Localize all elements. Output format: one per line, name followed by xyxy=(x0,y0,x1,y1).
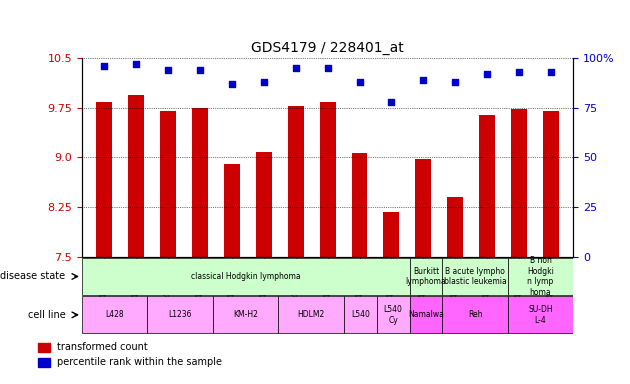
Point xyxy=(418,76,428,83)
FancyBboxPatch shape xyxy=(410,258,442,295)
FancyBboxPatch shape xyxy=(508,296,573,333)
Bar xyxy=(384,212,399,257)
Bar xyxy=(256,152,272,257)
Bar xyxy=(543,111,559,257)
FancyBboxPatch shape xyxy=(82,258,410,295)
Point xyxy=(482,71,492,77)
Text: HDLM2: HDLM2 xyxy=(297,310,325,319)
FancyBboxPatch shape xyxy=(442,258,508,295)
FancyBboxPatch shape xyxy=(147,296,213,333)
Text: Reh: Reh xyxy=(467,310,483,319)
Point xyxy=(227,81,237,87)
Text: KM-H2: KM-H2 xyxy=(233,310,258,319)
Bar xyxy=(479,115,495,257)
Text: disease state: disease state xyxy=(1,271,66,281)
FancyBboxPatch shape xyxy=(508,258,573,295)
Text: B acute lympho
blastic leukemia: B acute lympho blastic leukemia xyxy=(444,267,507,286)
Point xyxy=(323,65,333,71)
Point xyxy=(386,98,396,104)
Title: GDS4179 / 228401_at: GDS4179 / 228401_at xyxy=(251,41,404,55)
Text: L1236: L1236 xyxy=(168,310,192,319)
Text: L540
Cy: L540 Cy xyxy=(384,305,403,324)
FancyBboxPatch shape xyxy=(442,296,508,333)
Bar xyxy=(160,111,176,257)
Point xyxy=(355,78,365,84)
Text: L428: L428 xyxy=(105,310,124,319)
Text: classical Hodgkin lymphoma: classical Hodgkin lymphoma xyxy=(191,272,301,281)
FancyBboxPatch shape xyxy=(410,296,442,333)
Point xyxy=(99,63,109,69)
Text: cell line: cell line xyxy=(28,310,66,320)
Point xyxy=(450,78,461,84)
Text: B non
Hodgki
n lymp
homa: B non Hodgki n lymp homa xyxy=(527,257,554,296)
Point xyxy=(546,68,556,74)
Point xyxy=(131,61,141,67)
Point xyxy=(514,68,524,74)
Text: L540: L540 xyxy=(351,310,370,319)
FancyBboxPatch shape xyxy=(82,296,147,333)
Bar xyxy=(511,109,527,257)
Bar xyxy=(128,95,144,257)
Point xyxy=(195,66,205,73)
FancyBboxPatch shape xyxy=(213,296,278,333)
Bar xyxy=(224,164,240,257)
Bar xyxy=(96,101,112,257)
Bar xyxy=(352,153,367,257)
Bar xyxy=(319,101,336,257)
Bar xyxy=(38,358,50,367)
Bar xyxy=(192,108,208,257)
Text: percentile rank within the sample: percentile rank within the sample xyxy=(57,358,222,367)
Text: SU-DH
L-4: SU-DH L-4 xyxy=(528,305,553,324)
Point xyxy=(163,66,173,73)
Text: Namalwa: Namalwa xyxy=(408,310,444,319)
Text: Burkitt
lymphoma: Burkitt lymphoma xyxy=(406,267,446,286)
FancyBboxPatch shape xyxy=(344,296,377,333)
FancyBboxPatch shape xyxy=(377,296,410,333)
Bar xyxy=(38,343,50,352)
Bar xyxy=(447,197,463,257)
Bar xyxy=(288,106,304,257)
Text: transformed count: transformed count xyxy=(57,342,147,352)
FancyBboxPatch shape xyxy=(278,296,344,333)
Point xyxy=(259,78,269,84)
Point xyxy=(290,65,301,71)
Bar xyxy=(415,159,432,257)
